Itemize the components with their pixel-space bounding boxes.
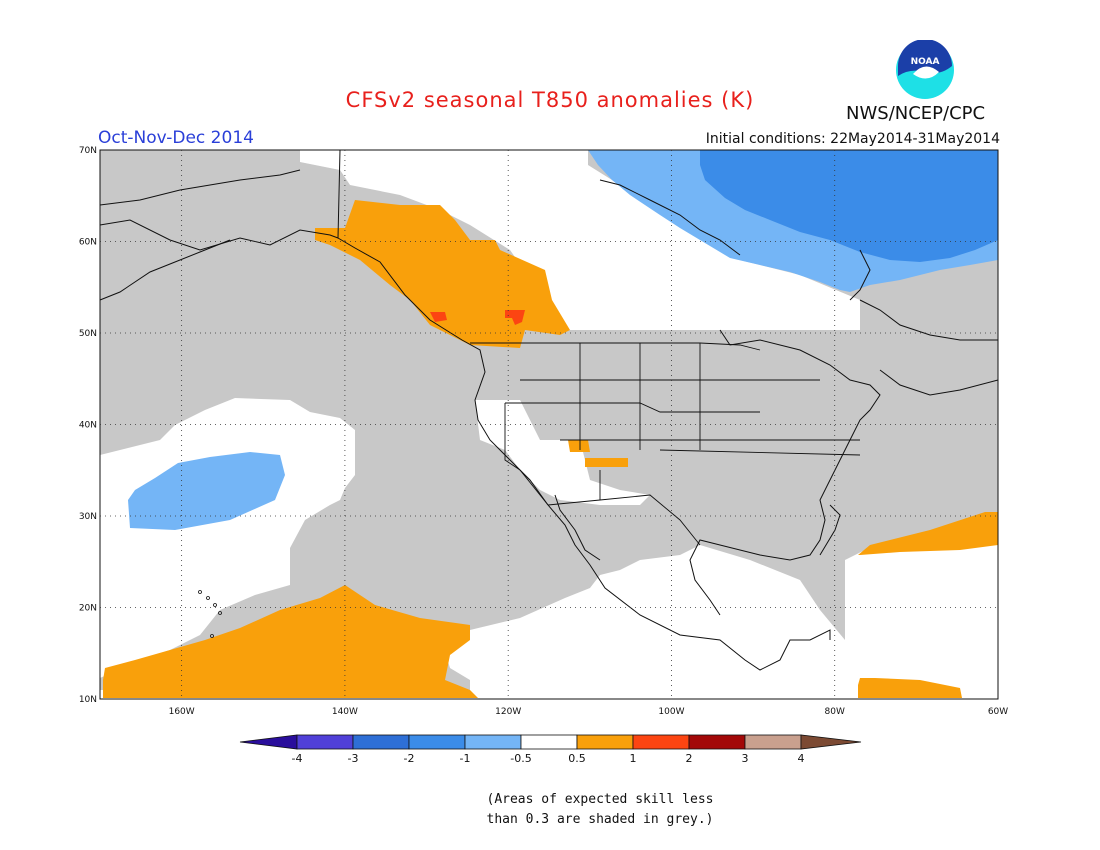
anomaly-region-cool-m1-m0-5: [128, 452, 285, 530]
chart-title: CFSv2 seasonal T850 anomalies (K): [345, 88, 755, 112]
graticule: [99, 149, 999, 700]
colorbar-swatch: [632, 734, 690, 750]
coastline: [554, 494, 601, 561]
colorbar-arrow-low: [239, 734, 298, 750]
anomaly-region-warm-0-5-1: [568, 440, 590, 452]
lon-label: 160W: [169, 707, 195, 717]
lon-label: 120W: [495, 707, 521, 717]
anomaly-region-neutral: [100, 545, 845, 700]
colorbar-swatch: [688, 734, 746, 750]
colorbar: -4 -3 -2 -1 -0.5 0.5 1 2 3 4: [239, 734, 862, 765]
state-border: [470, 342, 761, 351]
lon-label: 80W: [825, 707, 845, 717]
colorbar-tick-label: -0.5: [510, 752, 531, 765]
colorbar-tick-label: -3: [348, 752, 359, 765]
colorbar-tick-label: 0.5: [568, 752, 586, 765]
colorbar-tick-label: 4: [798, 752, 805, 765]
island: [218, 611, 222, 615]
state-border: [659, 449, 861, 456]
axis-labels: 70N 60N 50N 40N 30N 20N 10N 160W 140W 120W 100W 80W…: [79, 146, 1008, 717]
island: [210, 634, 214, 638]
anomaly-region-warm-0-5-1: [103, 585, 478, 698]
agency-label: NWS/NCEP/CPC: [846, 103, 986, 124]
lat-label: 30N: [79, 512, 97, 522]
colorbar-swatch: [408, 734, 466, 750]
colorbar-swatch: [520, 734, 578, 750]
colorbar-tick-label: 2: [686, 752, 693, 765]
colorbar-tick-label: -2: [404, 752, 415, 765]
coastline: [849, 249, 871, 301]
grey-note-line-2: than 0.3 are shaded in grey.): [486, 812, 714, 827]
coastline: [689, 329, 881, 616]
island: [206, 596, 210, 600]
lon-label: 140W: [332, 707, 358, 717]
lat-label: 70N: [79, 146, 97, 156]
state-border: [504, 403, 549, 506]
state-border: [547, 494, 701, 546]
coastline: [99, 219, 339, 251]
island: [198, 590, 202, 594]
coastline-layer: [99, 149, 999, 671]
coastline: [599, 179, 741, 256]
lat-label: 40N: [79, 421, 97, 431]
colorbar-swatch: [296, 734, 354, 750]
colorbar-tick-label: 3: [742, 752, 749, 765]
anomaly-region-warm-0-5-1: [585, 458, 628, 467]
initial-conditions: Initial conditions: 22May2014-31May2014: [705, 131, 1000, 147]
colorbar-swatch: [464, 734, 522, 750]
colorbar-arrow-high: [800, 734, 862, 750]
lat-label: 10N: [79, 695, 97, 705]
coastline: [99, 169, 301, 206]
colorbar-swatch: [352, 734, 410, 750]
noaa-logo: NOAA: [895, 39, 955, 100]
anomaly-region-neutral: [100, 398, 355, 678]
lon-label: 60W: [988, 707, 1008, 717]
anomaly-region-warm-1-2: [430, 312, 447, 322]
lon-label: 100W: [658, 707, 684, 717]
lat-label: 50N: [79, 329, 97, 339]
anomaly-region-neutral: [475, 400, 650, 505]
colorbar-tick-label: -4: [292, 752, 303, 765]
island: [213, 603, 217, 607]
anomaly-region-neutral: [845, 515, 998, 700]
coastline: [99, 239, 231, 301]
colorbar-tick-label: 1: [630, 752, 637, 765]
anomaly-region-warm-1-2: [505, 310, 525, 325]
forecast-period: Oct-Nov-Dec 2014: [98, 128, 254, 148]
anomaly-fill-layer: [100, 150, 998, 700]
lat-label: 20N: [79, 604, 97, 614]
logo-text: NOAA: [911, 57, 940, 67]
grey-note-line-1: (Areas of expected skill less: [486, 792, 714, 807]
anomaly-region-neutral: [300, 150, 860, 330]
lat-label: 60N: [79, 238, 97, 248]
colorbar-swatch: [744, 734, 802, 750]
colorbar-swatch: [576, 734, 634, 750]
anomaly-region-warm-0-5-1: [858, 512, 998, 555]
colorbar-tick-label: -1: [460, 752, 471, 765]
coastline: [859, 299, 998, 341]
coastline: [879, 369, 999, 396]
anomaly-region-warm-0-5-1: [858, 678, 962, 698]
anomaly-region-cool-m2-m1: [700, 150, 998, 262]
